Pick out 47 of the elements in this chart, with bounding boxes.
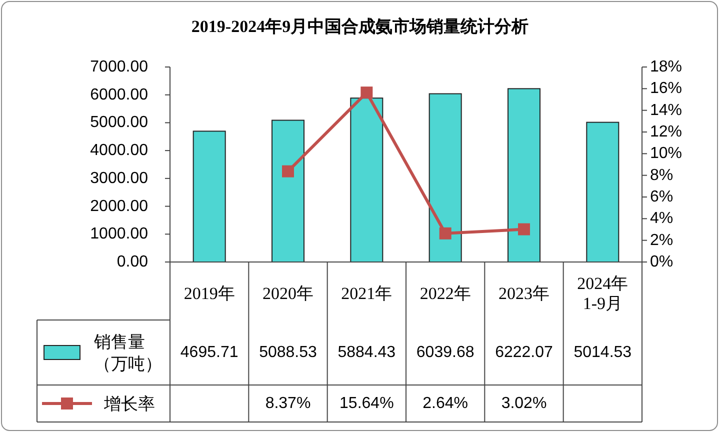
data-label: 5014.53 (574, 344, 632, 361)
y-tick-label: 1000.00 (90, 226, 148, 243)
bar (272, 120, 304, 262)
data-label: 6039.68 (416, 344, 474, 361)
y2-tick-label: 6% (650, 188, 674, 206)
y-tick-label: 4000.00 (90, 142, 148, 160)
data-label: 2.64% (422, 395, 468, 412)
data-label: 3.02% (501, 395, 547, 412)
data-label: 6222.07 (495, 344, 554, 361)
y2-tick-label: 8% (650, 166, 674, 184)
data-label: 4695.71 (180, 344, 238, 361)
bar (350, 98, 384, 262)
y2-tick-label: 14% (650, 102, 682, 119)
bar (192, 130, 226, 262)
data-label: 5884.43 (338, 344, 396, 361)
y2-tick-label: 0% (650, 254, 674, 270)
x-tick-label: 2023年 (498, 284, 550, 302)
y-tick-label: 7000.00 (90, 58, 148, 76)
point (518, 223, 530, 236)
point (282, 165, 294, 178)
legend-label: 增长率 (103, 394, 155, 413)
chart-title: 2019-2024年9月中国合成氨市场销量统计分析 (191, 17, 529, 36)
y2-tick-label: 18% (650, 58, 682, 76)
y-tick-label: 5000.00 (90, 114, 148, 132)
bar (508, 88, 540, 262)
x-tick-label: 2024年 1-9月 (577, 274, 628, 312)
data-label: 15.64% (340, 395, 394, 412)
y2-tick-label: 16% (650, 80, 682, 98)
point (439, 227, 452, 240)
x-tick-label: 2019年 (184, 284, 235, 302)
y2-tick-label: 4% (650, 210, 674, 228)
y-tick-label: 3000.00 (90, 170, 148, 187)
bar (586, 122, 620, 262)
x-tick-label: 2022年 (420, 284, 471, 302)
x-tick-label: 2020年 (262, 284, 314, 302)
point (360, 86, 373, 99)
y-tick-label: 0.00 (116, 254, 148, 270)
x-tick-label: 2021年 (341, 284, 392, 302)
data-label: 8.37% (265, 395, 311, 412)
y2-tick-label: 2% (650, 232, 674, 249)
y-tick-label: 6000.00 (90, 86, 148, 104)
legend-label: 销售量（万吨） (93, 332, 162, 373)
y2-tick-label: 12% (650, 124, 682, 140)
bar (428, 93, 462, 262)
y-tick-label: 2000.00 (90, 198, 148, 215)
y2-tick-label: 10% (650, 145, 682, 162)
data-label: 5088.53 (259, 344, 318, 361)
